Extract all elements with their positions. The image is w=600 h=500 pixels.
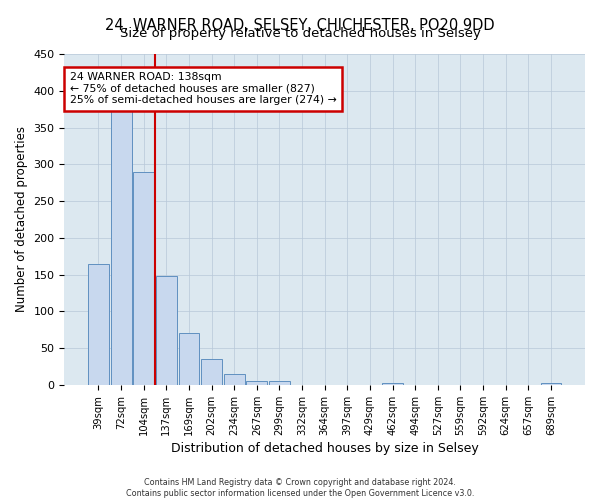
Bar xyxy=(88,264,109,385)
Bar xyxy=(541,383,562,385)
Text: Contains HM Land Registry data © Crown copyright and database right 2024.
Contai: Contains HM Land Registry data © Crown c… xyxy=(126,478,474,498)
Bar xyxy=(382,383,403,385)
Text: Size of property relative to detached houses in Selsey: Size of property relative to detached ho… xyxy=(119,28,481,40)
Text: 24 WARNER ROAD: 138sqm
← 75% of detached houses are smaller (827)
25% of semi-de: 24 WARNER ROAD: 138sqm ← 75% of detached… xyxy=(70,72,337,106)
Bar xyxy=(247,380,267,385)
Bar xyxy=(133,172,154,385)
Y-axis label: Number of detached properties: Number of detached properties xyxy=(15,126,28,312)
Bar xyxy=(201,359,222,385)
Text: 24, WARNER ROAD, SELSEY, CHICHESTER, PO20 9DD: 24, WARNER ROAD, SELSEY, CHICHESTER, PO2… xyxy=(105,18,495,32)
Bar xyxy=(179,334,199,385)
Bar xyxy=(156,276,177,385)
Bar xyxy=(269,380,290,385)
X-axis label: Distribution of detached houses by size in Selsey: Distribution of detached houses by size … xyxy=(171,442,479,455)
Bar xyxy=(110,109,131,385)
Bar xyxy=(224,374,245,385)
